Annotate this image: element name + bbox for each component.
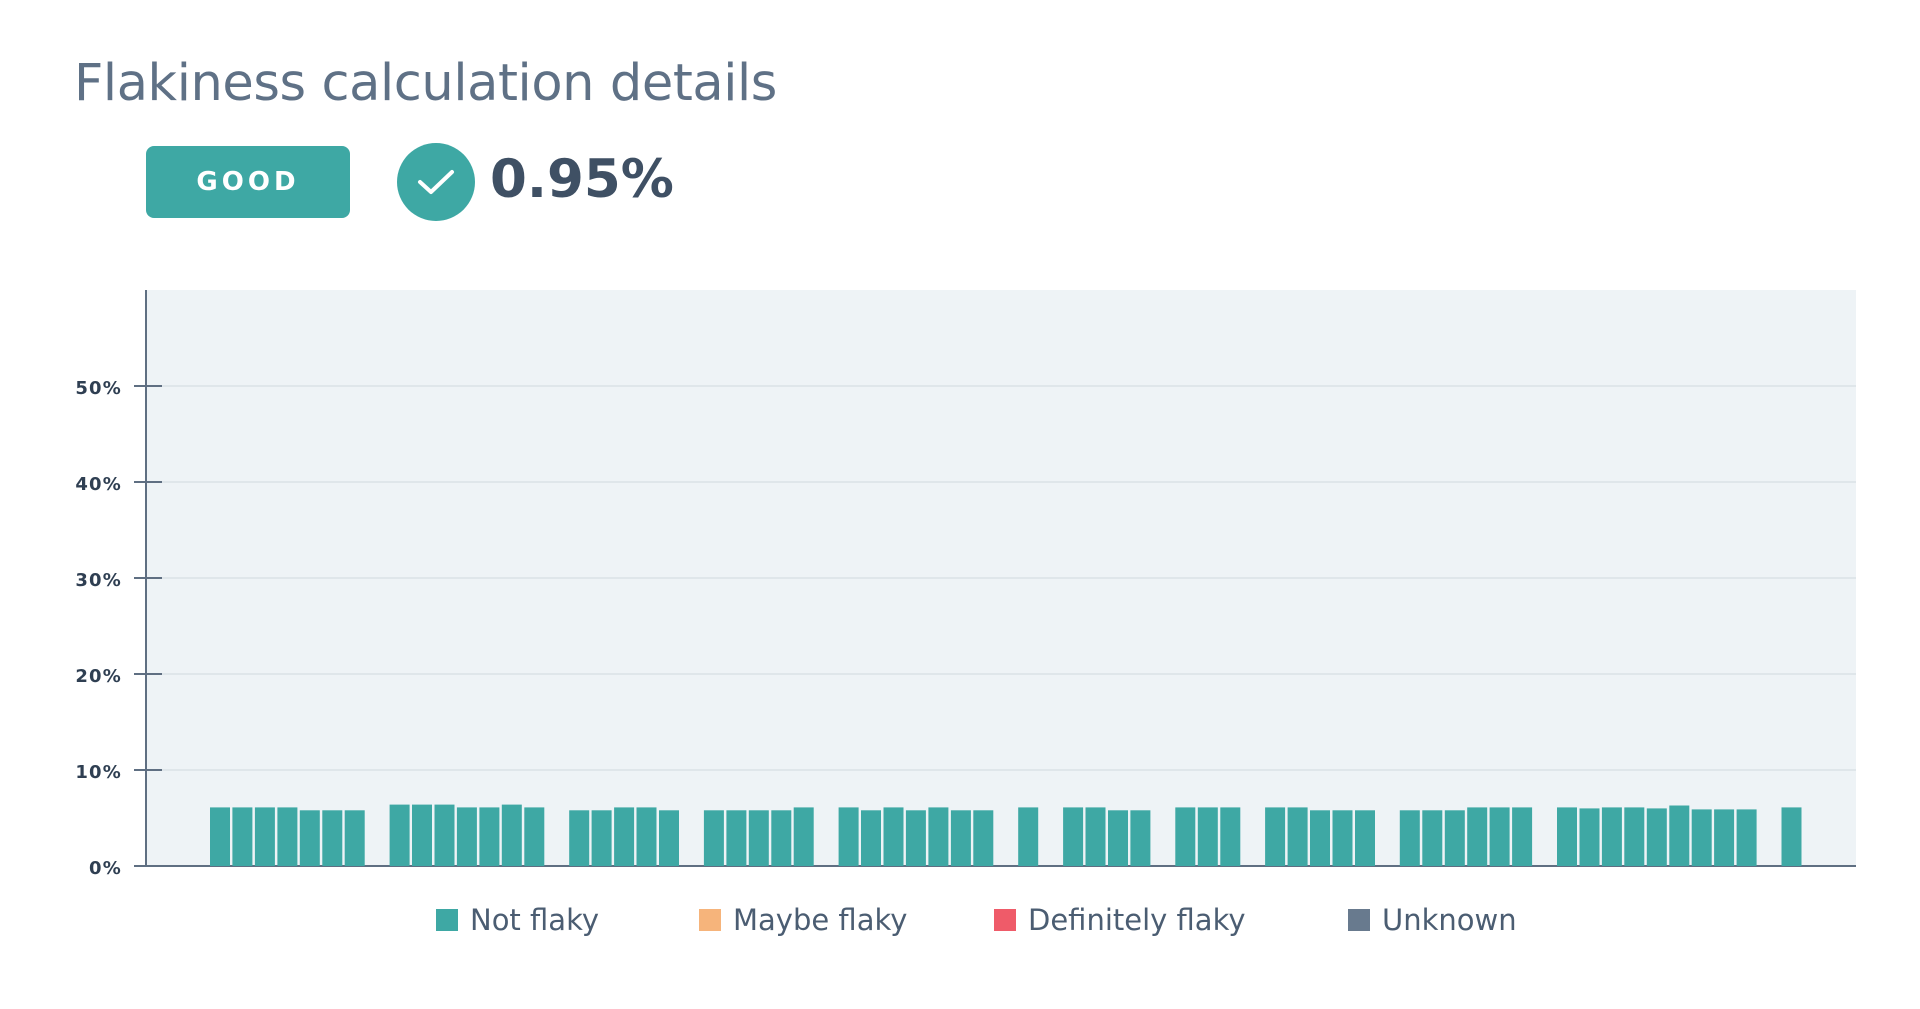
bar-not-flaky bbox=[456, 807, 477, 866]
bar-not-flaky bbox=[703, 810, 724, 866]
bar-not-flaky bbox=[299, 810, 320, 866]
bar-not-flaky bbox=[277, 807, 298, 866]
bar-not-flaky bbox=[1624, 807, 1645, 866]
bar-not-flaky bbox=[1197, 807, 1218, 866]
bar-not-flaky bbox=[389, 804, 410, 866]
bar-not-flaky bbox=[322, 810, 343, 866]
bar-not-flaky bbox=[1714, 809, 1735, 866]
check-icon-glyph bbox=[418, 170, 454, 194]
y-axis-tick-label: 50% bbox=[75, 378, 122, 399]
legend-label-maybe-flaky: Maybe flaky bbox=[733, 902, 908, 937]
bar-not-flaky bbox=[1646, 808, 1667, 866]
bar-not-flaky bbox=[434, 804, 455, 866]
bar-not-flaky bbox=[1467, 807, 1488, 866]
bar-not-flaky bbox=[973, 810, 994, 866]
bar-not-flaky bbox=[614, 807, 635, 866]
legend-definitely-flaky: Definitely flaky bbox=[994, 898, 1246, 942]
y-axis-tick-label: 30% bbox=[75, 570, 122, 591]
bar-not-flaky bbox=[1444, 810, 1465, 866]
bar-not-flaky bbox=[591, 810, 612, 866]
bar-not-flaky bbox=[1332, 810, 1353, 866]
bar-not-flaky bbox=[569, 810, 590, 866]
bar-not-flaky bbox=[1287, 807, 1308, 866]
bar-not-flaky bbox=[1579, 808, 1600, 866]
bar-not-flaky bbox=[950, 810, 971, 866]
bar-not-flaky bbox=[659, 810, 679, 866]
bar-not-flaky bbox=[748, 810, 769, 866]
bar-not-flaky bbox=[1512, 807, 1533, 866]
bar-not-flaky bbox=[1422, 810, 1443, 866]
bar-not-flaky bbox=[1669, 805, 1690, 866]
bar-not-flaky bbox=[524, 807, 545, 866]
y-axis-tick-label: 0% bbox=[89, 858, 122, 879]
bar-not-flaky bbox=[1355, 810, 1375, 866]
legend-label-definitely-flaky: Definitely flaky bbox=[1028, 902, 1246, 937]
legend-swatch-maybe-flaky bbox=[699, 909, 721, 931]
bar-not-flaky bbox=[1489, 807, 1510, 866]
y-axis-tick-label: 40% bbox=[75, 474, 122, 495]
bar-not-flaky bbox=[1736, 809, 1757, 866]
status-badge: GOOD bbox=[146, 146, 350, 218]
legend-label-unknown: Unknown bbox=[1382, 902, 1517, 937]
bar-not-flaky bbox=[1018, 807, 1039, 866]
bar-not-flaky bbox=[1310, 810, 1330, 866]
bar-not-flaky bbox=[344, 810, 365, 866]
bar-not-flaky bbox=[210, 807, 230, 866]
check-icon bbox=[397, 143, 475, 221]
legend-unknown: Unknown bbox=[1348, 898, 1517, 942]
bar-not-flaky bbox=[412, 804, 432, 866]
page-title: Flakiness calculation details bbox=[74, 54, 777, 113]
legend-swatch-unknown bbox=[1348, 909, 1370, 931]
bar-not-flaky bbox=[838, 807, 859, 866]
bar-not-flaky bbox=[1220, 807, 1241, 866]
bar-not-flaky bbox=[928, 807, 949, 866]
bar-not-flaky bbox=[861, 810, 881, 866]
bar-not-flaky bbox=[771, 810, 792, 866]
y-axis-tick-label: 10% bbox=[75, 762, 122, 783]
y-axis-tick-label: 20% bbox=[75, 666, 122, 687]
chart-legend: Not flaky Maybe flaky Definitely flaky U… bbox=[0, 898, 1920, 948]
legend-swatch-not-flaky bbox=[436, 909, 458, 931]
legend-swatch-definitely-flaky bbox=[994, 909, 1016, 931]
bar-not-flaky bbox=[1601, 807, 1622, 866]
bar-not-flaky bbox=[636, 807, 657, 866]
bar-not-flaky bbox=[232, 807, 253, 866]
bar-not-flaky bbox=[1063, 807, 1084, 866]
bar-not-flaky bbox=[1108, 810, 1128, 866]
bar-not-flaky bbox=[479, 807, 500, 866]
legend-maybe-flaky: Maybe flaky bbox=[699, 898, 907, 942]
bar-not-flaky bbox=[1085, 807, 1106, 866]
flakiness-percentage: 0.95% bbox=[490, 149, 674, 210]
bar-not-flaky bbox=[1130, 810, 1151, 866]
bar-not-flaky bbox=[726, 810, 747, 866]
bar-not-flaky bbox=[1265, 807, 1286, 866]
legend-label-not-flaky: Not flaky bbox=[470, 902, 599, 937]
bar-not-flaky bbox=[1557, 807, 1577, 866]
bar-not-flaky bbox=[793, 807, 814, 866]
bar-not-flaky bbox=[1781, 807, 1802, 866]
bar-not-flaky bbox=[254, 807, 275, 866]
bar-not-flaky bbox=[1175, 807, 1196, 866]
bar-not-flaky bbox=[1691, 809, 1712, 866]
bar-not-flaky bbox=[1399, 810, 1420, 866]
bar-not-flaky bbox=[883, 807, 904, 866]
bar-not-flaky bbox=[905, 810, 926, 866]
bar-not-flaky bbox=[501, 804, 522, 866]
legend-not-flaky: Not flaky bbox=[436, 898, 599, 942]
